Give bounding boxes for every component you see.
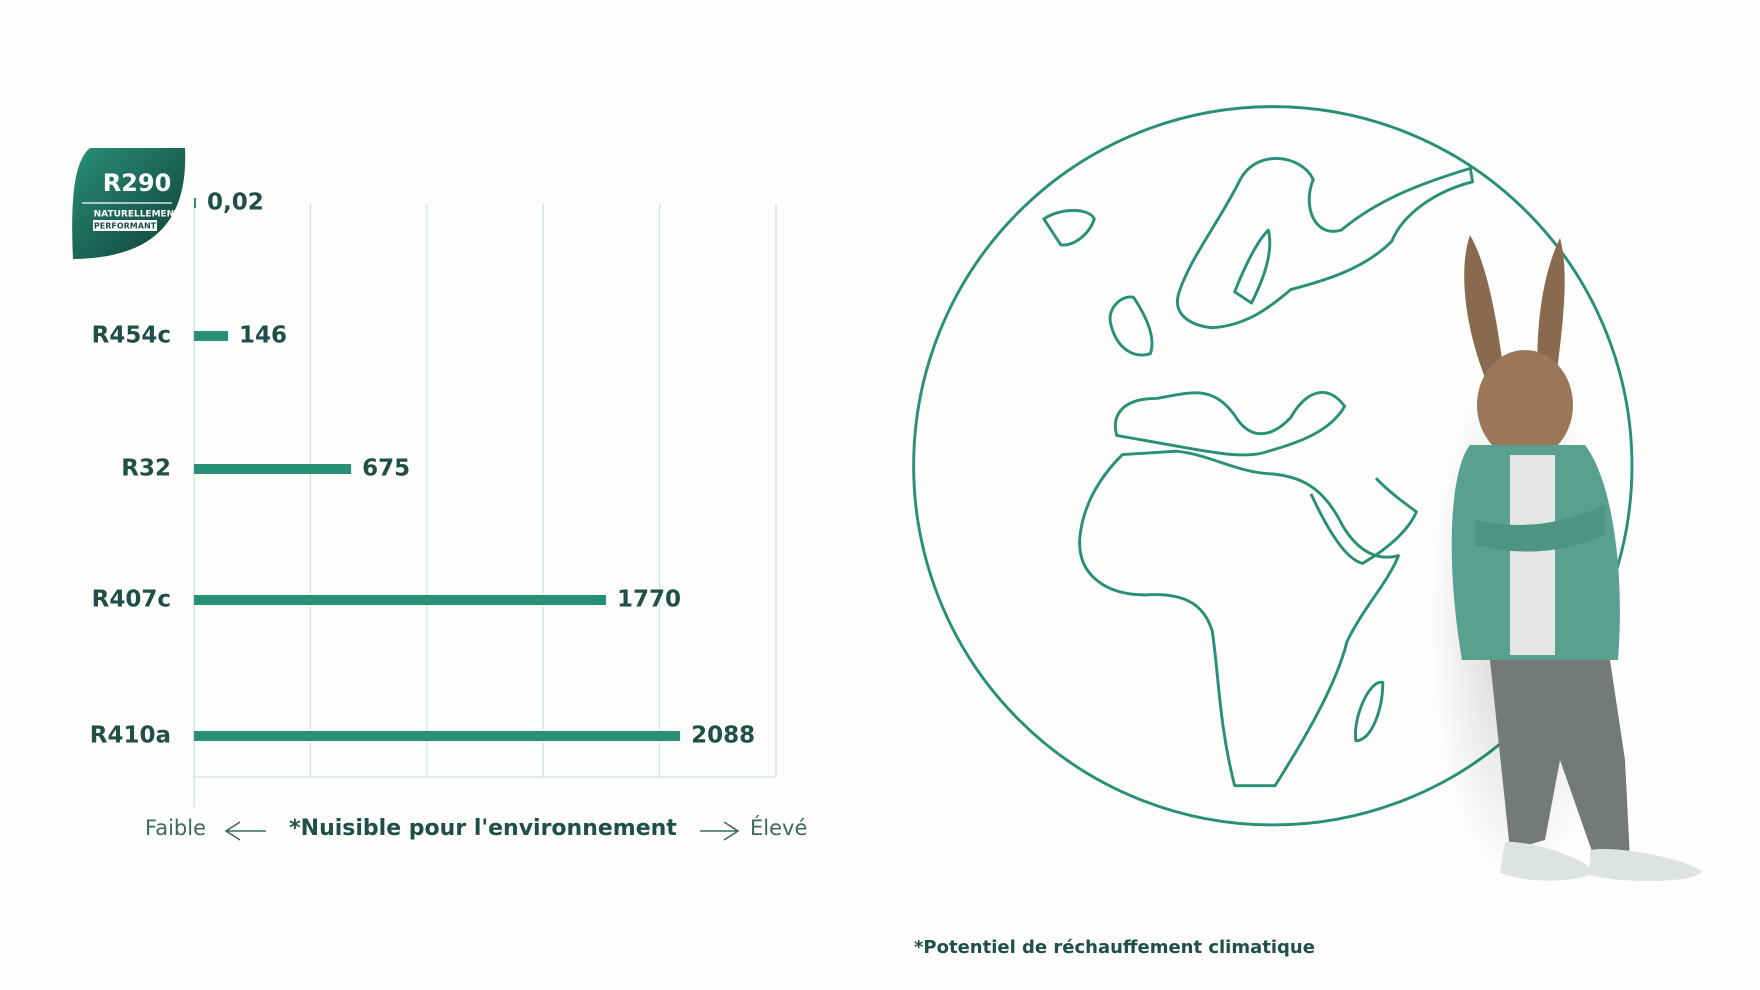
category-label: R454c <box>92 323 171 349</box>
bar <box>194 331 228 341</box>
x-axis-label: *Nuisible pour l'environnement <box>289 816 677 841</box>
badge-line1: NATURELLEMENT <box>94 210 182 220</box>
badge: NATURELLEMENT PERFORMANT R290 <box>72 148 186 259</box>
category-label: R410a <box>90 723 171 749</box>
x-axis-low: Faible <box>145 816 206 840</box>
bar <box>194 731 681 741</box>
value-label: 146 <box>239 323 287 349</box>
x-axis-high: Élevé <box>750 815 807 840</box>
category-label: R407c <box>92 587 171 613</box>
arrow-left <box>224 821 266 841</box>
value-label: 2088 <box>691 723 755 749</box>
bar <box>194 595 607 605</box>
badge-line2: PERFORMANT <box>94 222 157 231</box>
globe-illustration <box>912 105 1634 827</box>
category-label: R32 <box>121 456 171 482</box>
value-label: 0,02 <box>207 190 264 216</box>
bar <box>194 198 196 208</box>
arrow-right <box>700 821 740 841</box>
category-label: R290 <box>103 169 172 197</box>
value-label: 1770 <box>617 587 681 613</box>
value-label: 675 <box>362 456 410 482</box>
rabbit-illustration <box>1430 235 1702 881</box>
footnote: *Potentiel de réchauffement climatique <box>914 937 1315 958</box>
bar <box>194 464 352 474</box>
